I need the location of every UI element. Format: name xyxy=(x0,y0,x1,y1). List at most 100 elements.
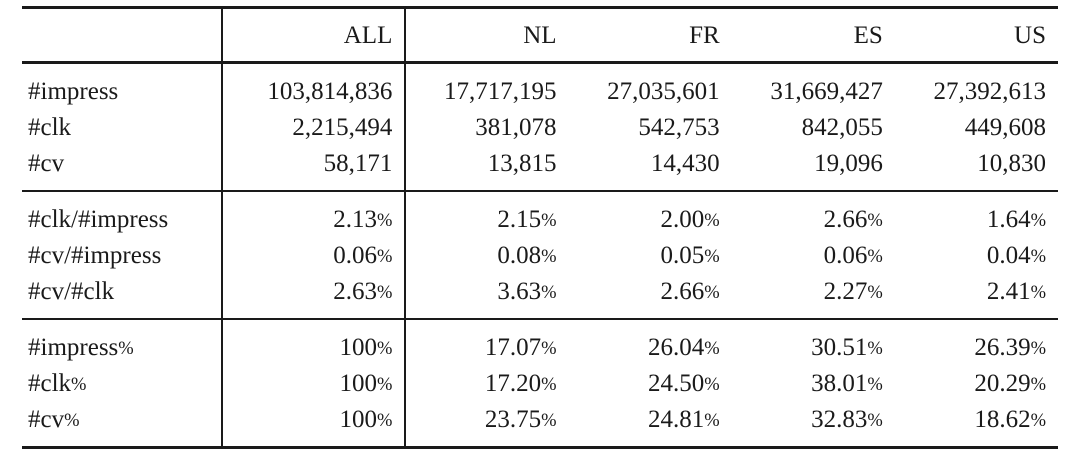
cell-fr: 24.50% xyxy=(648,369,720,397)
header-row: ALL NL FR ES US xyxy=(22,6,1058,63)
cell-us: 20.29% xyxy=(974,369,1046,397)
cell-nl: 2.15% xyxy=(404,190,569,237)
cell-nl: 23.75% xyxy=(404,401,569,449)
percent-sign: % xyxy=(867,411,883,432)
cell-fr: 14,430 xyxy=(650,149,720,177)
table-row: #cv/#clk 2.63% 3.63% 2.66% 2.27% 2.41% xyxy=(22,273,1058,319)
cell-all: 0.06% xyxy=(221,237,406,273)
cell-us: 18.62% xyxy=(894,401,1058,449)
table-row: #cv 58,171 13,815 14,430 19,096 10,830 xyxy=(22,145,1058,191)
cell-us: 26.39% xyxy=(894,318,1058,365)
row-label: #cv/#clk xyxy=(28,277,115,305)
cell-us: 1.64% xyxy=(894,190,1058,237)
header-corner xyxy=(22,6,223,63)
percent-sign: % xyxy=(867,375,883,396)
cell-all: 2.63% xyxy=(221,273,406,319)
percent-sign: % xyxy=(541,283,557,304)
cell-es: 2.27% xyxy=(823,277,883,305)
percent-sign: % xyxy=(867,211,883,232)
percent-sign: % xyxy=(1030,411,1046,432)
header-all: ALL xyxy=(221,6,406,63)
percent-sign: % xyxy=(376,211,393,232)
cell-all: 2,215,494 xyxy=(221,109,406,145)
row-label: #cv xyxy=(28,149,65,177)
cell-nl: 17.07% xyxy=(404,318,569,365)
cell-nl: 381,078 xyxy=(404,109,569,145)
table-row: #clk% 100% 17.20% 24.50% 38.01% 20.29% xyxy=(22,365,1058,401)
table-body-counts: #impress 103,814,836 17,717,195 27,035,6… xyxy=(22,61,1058,191)
table-header: ALL NL FR ES US xyxy=(22,6,1058,63)
percent-sign: % xyxy=(376,247,393,268)
percent-sign: % xyxy=(541,247,557,268)
cell-fr: 24.81% xyxy=(568,401,732,449)
percent-sign: % xyxy=(376,411,393,432)
row-label: #cv% xyxy=(22,401,223,449)
header-es: ES xyxy=(731,6,895,63)
cell-nl: 17.20% xyxy=(404,365,569,401)
percent-sign: % xyxy=(541,339,557,360)
percent-sign: % xyxy=(541,211,557,232)
percent-sign: % xyxy=(704,283,720,304)
percent-sign: % xyxy=(1030,339,1046,360)
percent-sign: % xyxy=(376,375,393,396)
header-nl: NL xyxy=(404,6,569,63)
cell-us: 27,392,613 xyxy=(894,61,1058,109)
header-fr: FR xyxy=(568,6,732,63)
cell-fr: 542,753 xyxy=(638,113,720,141)
table-row: #clk/#impress 2.13% 2.15% 2.00% 2.66% 1.… xyxy=(22,190,1058,237)
row-label: #clk xyxy=(28,113,72,141)
percent-sign: % xyxy=(1030,375,1046,396)
cell-es: 30.51% xyxy=(731,318,895,365)
row-label: #clk% xyxy=(28,369,87,397)
cell-all: 58,171 xyxy=(221,145,406,191)
percent-sign: % xyxy=(867,339,883,360)
row-label: #cv/#impress xyxy=(28,241,162,269)
percent-sign: % xyxy=(118,339,134,360)
cell-fr: 0.05% xyxy=(660,241,720,269)
cell-es: 0.06% xyxy=(823,241,883,269)
percent-sign: % xyxy=(704,339,720,360)
cell-us: 2.41% xyxy=(986,277,1046,305)
cell-es: 842,055 xyxy=(801,113,883,141)
cell-nl: 0.08% xyxy=(404,237,569,273)
percent-sign: % xyxy=(867,283,883,304)
percent-sign: % xyxy=(1030,247,1046,268)
table-body-ratios: #clk/#impress 2.13% 2.15% 2.00% 2.66% 1.… xyxy=(22,190,1058,319)
percent-sign: % xyxy=(376,283,393,304)
percent-sign: % xyxy=(541,375,557,396)
cell-all: 103,814,836 xyxy=(221,61,406,109)
cell-es: 2.66% xyxy=(731,190,895,237)
percent-sign: % xyxy=(704,375,720,396)
percent-sign: % xyxy=(541,411,557,432)
cell-fr: 27,035,601 xyxy=(568,61,732,109)
percent-sign: % xyxy=(376,339,393,360)
cell-es: 31,669,427 xyxy=(731,61,895,109)
row-label: #impress% xyxy=(22,318,223,365)
percent-sign: % xyxy=(1030,211,1046,232)
cell-us: 0.04% xyxy=(986,241,1046,269)
percent-sign: % xyxy=(64,411,80,432)
cell-nl: 17,717,195 xyxy=(404,61,569,109)
statistics-table: ALL NL FR ES US #impress 103,814,836 17,… xyxy=(22,6,1058,449)
cell-fr: 26.04% xyxy=(568,318,732,365)
table-row: #impress 103,814,836 17,717,195 27,035,6… xyxy=(22,61,1058,109)
header-us: US xyxy=(894,6,1058,63)
percent-sign: % xyxy=(71,375,87,396)
cell-all: 100% xyxy=(221,365,406,401)
percent-sign: % xyxy=(704,411,720,432)
percent-sign: % xyxy=(704,247,720,268)
cell-us: 10,830 xyxy=(977,149,1046,177)
table-row: #impress% 100% 17.07% 26.04% 30.51% 26.3… xyxy=(22,318,1058,365)
cell-fr: 2.66% xyxy=(660,277,720,305)
cell-es: 19,096 xyxy=(814,149,883,177)
row-label: #clk/#impress xyxy=(22,190,223,237)
percent-sign: % xyxy=(704,211,720,232)
cell-all: 2.13% xyxy=(221,190,406,237)
cell-es: 32.83% xyxy=(731,401,895,449)
percent-sign: % xyxy=(867,247,883,268)
cell-all: 100% xyxy=(221,318,406,365)
table-row: #cv/#impress 0.06% 0.08% 0.05% 0.06% 0.0… xyxy=(22,237,1058,273)
cell-es: 38.01% xyxy=(811,369,883,397)
table-row: #clk 2,215,494 381,078 542,753 842,055 4… xyxy=(22,109,1058,145)
